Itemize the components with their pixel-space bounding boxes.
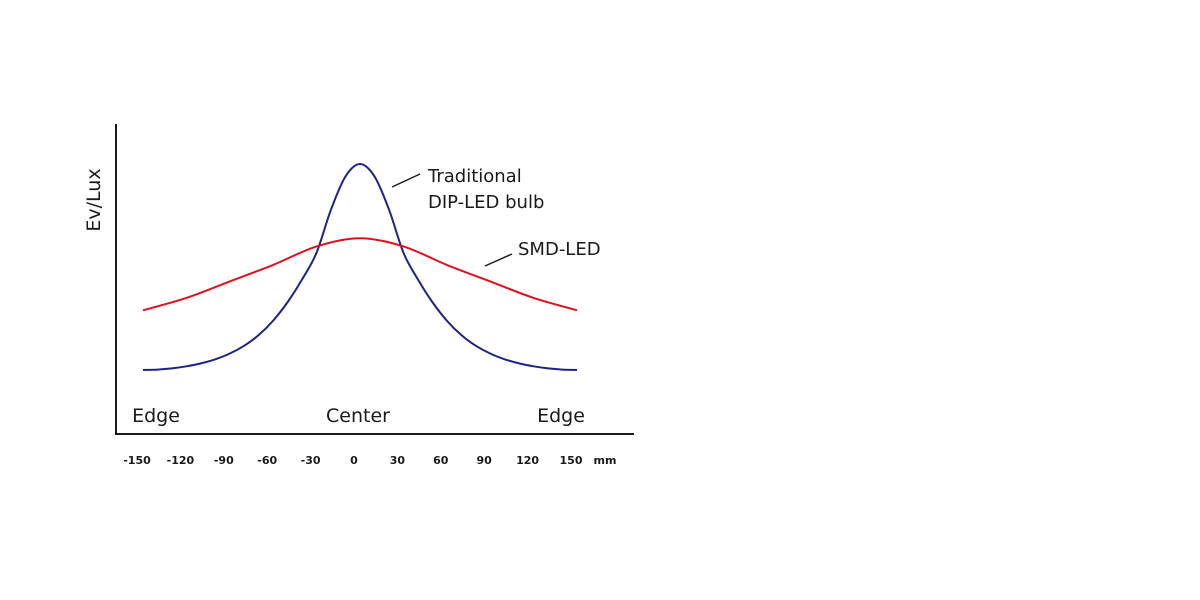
annotation-leader-dip-led [391,173,421,188]
series-label-smd-led: SMD-LED [518,239,601,260]
x-tick-label: 120 [516,454,539,467]
annotation-leader-smd-led [484,253,513,267]
series-line-dip-led [142,162,578,371]
x-tick-label: 150 [560,454,583,467]
x-tick-label: 0 [350,454,358,467]
x-tick-label: -150 [123,454,151,467]
series-line-smd-led [142,237,578,312]
x-tick-label: 30 [390,454,406,467]
x-tick-label: -120 [167,454,195,467]
x-tick-label: -60 [257,454,277,467]
x-tick-label: 90 [477,454,493,467]
x-tick-label: 60 [433,454,449,467]
x-unit-label: mm [594,454,617,467]
y-axis-label: Ev/Lux [83,168,105,231]
region-label-center: Center [326,405,390,427]
x-tick-label: -90 [214,454,234,467]
region-label-left-edge: Edge [132,405,180,427]
series-label-dip-led-line1: Traditional [427,166,522,187]
region-label-right-edge: Edge [537,405,585,427]
x-tick-label: -30 [301,454,321,467]
series-label-dip-led-line2: DIP-LED bulb [428,192,544,213]
x-tick-labels: -150 -120 -90 -60 -30 0 30 60 90 120 150 [123,454,583,467]
